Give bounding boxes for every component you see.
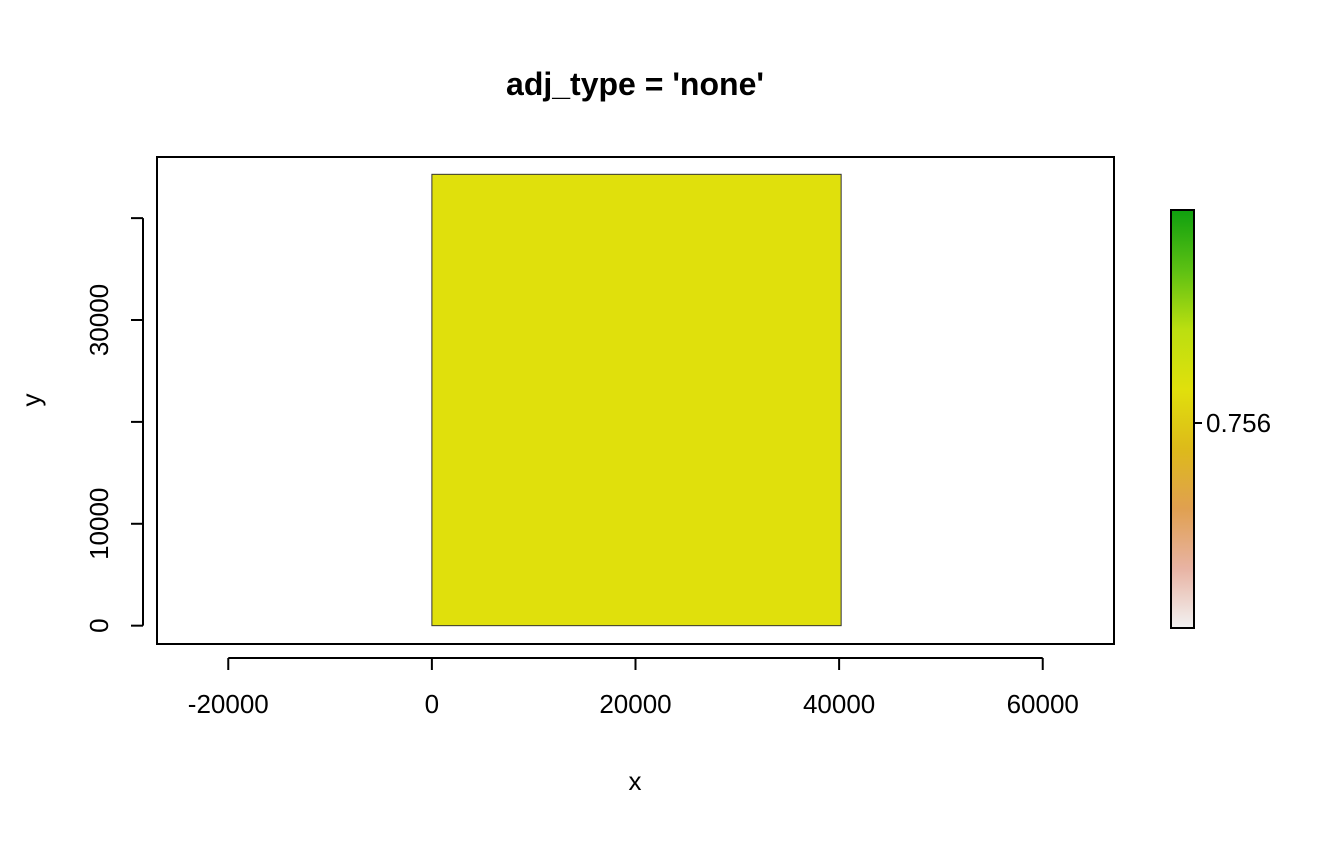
- plot-frame: [156, 156, 1115, 645]
- chart-title: adj_type = 'none': [506, 66, 764, 102]
- y-tick-label: 0: [84, 618, 114, 632]
- heatmap-cells: [431, 173, 842, 627]
- y-tick-label: 30000: [84, 284, 114, 356]
- legend-color-bar: [1170, 209, 1195, 629]
- heatmap-cell: [431, 173, 842, 627]
- x-axis-label: x: [629, 766, 642, 796]
- x-tick-label: 0: [425, 689, 439, 719]
- y-axis: 0 10000 30000: [84, 217, 144, 633]
- x-tick-label: 60000: [1007, 689, 1079, 719]
- x-tick-label: -20000: [188, 689, 269, 719]
- x-axis: -20000 0 20000 40000 60000: [188, 657, 1079, 719]
- color-legend: 0.756: [1170, 209, 1271, 629]
- x-tick-label: 20000: [599, 689, 671, 719]
- x-tick-label: 40000: [803, 689, 875, 719]
- legend-tick-label: 0.756: [1206, 408, 1271, 438]
- y-tick-label: 10000: [84, 488, 114, 560]
- y-axis-label: y: [16, 394, 46, 407]
